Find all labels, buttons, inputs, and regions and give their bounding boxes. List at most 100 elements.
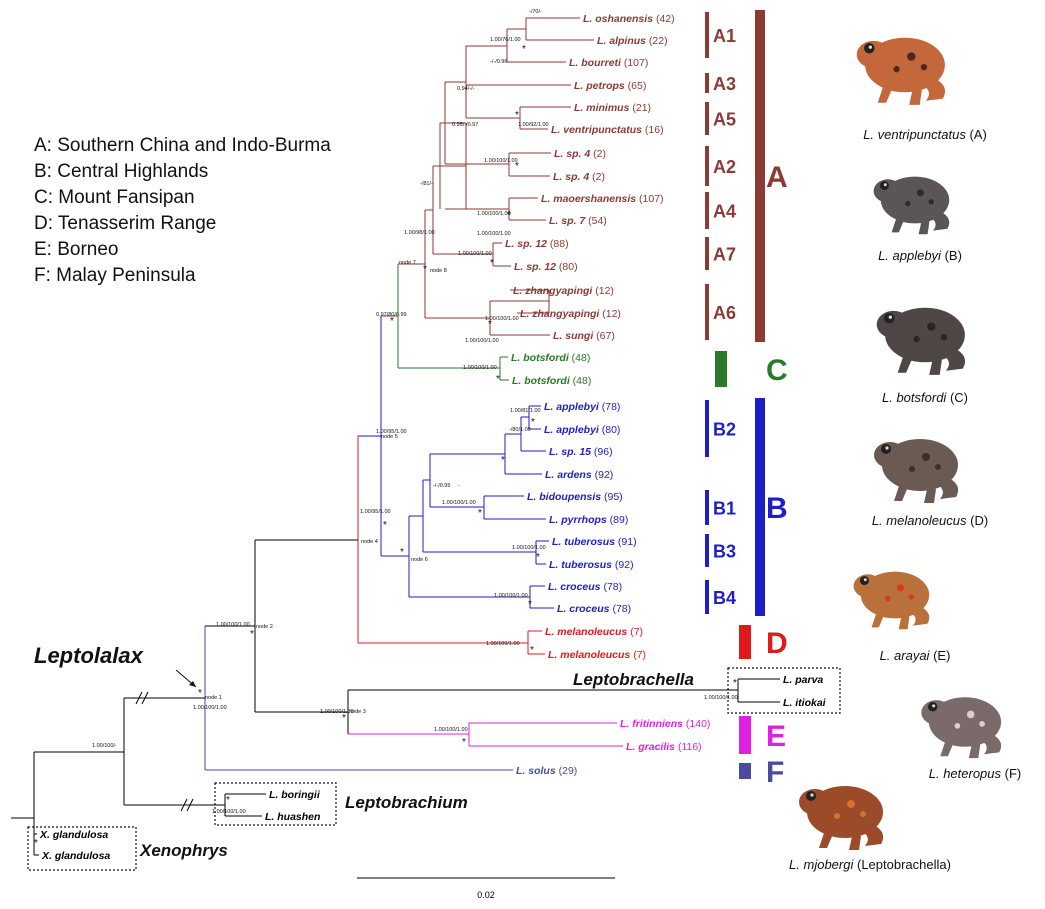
genus-box <box>27 826 137 871</box>
subclade-label: A1 <box>713 26 736 46</box>
genus-boxes <box>27 667 841 871</box>
support-asterisk: * <box>507 210 511 221</box>
support-value: 1.00/100/1.00 <box>320 709 354 715</box>
support-value: 1.00/100/1.00 <box>465 338 499 344</box>
scale-bar: 0.02 <box>357 877 615 900</box>
branch-break-mark <box>135 691 143 705</box>
scale-bar-label: 0.02 <box>477 890 495 900</box>
support-value: 1.00/100/1.00 <box>704 695 738 701</box>
support-value: -/81/- <box>420 181 433 187</box>
tip-label: L. boringii <box>269 789 321 801</box>
support-value: 1.00/95/1.00 <box>360 509 391 515</box>
tip-label: L. itiokai <box>783 697 827 709</box>
caption-botsfordi: L. botsfordi (C) <box>882 390 968 405</box>
support-value: - <box>458 483 460 489</box>
support-value: 1.00/100/- <box>92 743 117 749</box>
major-clade-label: C <box>766 354 788 387</box>
clade-bars: A1 A3 A5 A2 A4 A7 A6 B2 B1 B3 B4 A C B D EF <box>705 10 788 789</box>
caption-melanoleucus: L. melanoleucus (D) <box>871 513 989 528</box>
genus-pointer-head <box>189 681 196 687</box>
node-label: node 3 <box>349 709 366 715</box>
support-asterisk: * <box>462 737 466 748</box>
support-asterisk: * <box>250 629 254 640</box>
tip-label: L. ventripunctatus (16) <box>551 124 664 136</box>
major-clade-label: D <box>766 627 788 660</box>
genus-box <box>214 782 337 826</box>
support-asterisk: * <box>531 417 535 428</box>
support-value: 1.00/98/1.00 <box>404 230 435 236</box>
subclade-label: B4 <box>713 588 736 608</box>
genus-labels: Leptolalax Leptobrachella Leptobrachium Xen… <box>34 643 694 860</box>
support-value: 0.95/-/0.97 <box>452 122 478 128</box>
tip-label: L. sungi (67) <box>553 330 615 342</box>
subclade-label: A5 <box>713 110 736 130</box>
subclade-label: A7 <box>713 245 736 265</box>
subclade-bar <box>739 763 751 779</box>
support-value: 1.00/92/1.00 <box>518 122 549 128</box>
support-value: 1.00/100/1.00 <box>463 365 497 371</box>
subclade-bar <box>705 284 709 340</box>
major-clade-label: A <box>766 161 788 194</box>
support-value: 1.00/100/1.00 <box>477 231 511 237</box>
frog-photos <box>799 37 1002 850</box>
major-clade-bar <box>755 398 765 616</box>
support-value: 1.00/100/1.00 <box>434 727 468 733</box>
caption-ventripunctatus: L. ventripunctatus (A) <box>863 127 987 142</box>
support-values: -/70/- 1.00/76/1.00 -/-/0.96 0.94/-/- 0.95/-… <box>34 9 738 849</box>
tip-label: X. glandulosa <box>39 829 108 841</box>
subclade-bar <box>705 534 709 567</box>
tip-label: L. applebyi (80) <box>544 424 620 436</box>
support-asterisk: * <box>733 678 737 689</box>
support-asterisk: * <box>226 795 230 806</box>
frog-photo <box>874 439 959 503</box>
legend-line-e: E: Borneo <box>34 239 119 260</box>
subclade-bar <box>705 12 709 58</box>
subclade-bar <box>715 351 727 387</box>
genus-box <box>727 667 841 714</box>
support-value: 1.00/100/1.00 <box>486 641 520 647</box>
subclade-label: B3 <box>713 542 736 562</box>
subclade-bar <box>705 490 709 525</box>
subclade-label: B2 <box>713 420 736 440</box>
support-asterisk: * <box>515 110 519 121</box>
support-value: 1.00/76/1.00 <box>490 37 521 43</box>
support-value: 1.00/81/1.00 <box>510 408 541 414</box>
tip-label: L. botsfordi (48) <box>511 352 590 364</box>
support-value: 1.00/100/1.00 <box>477 211 511 217</box>
support-asterisk: * <box>478 508 482 519</box>
tip-label: L. zhangyapingi (12) <box>513 285 614 297</box>
tip-label: L. tuberosus (92) <box>549 559 634 571</box>
tip-label: L. sp. 7 (54) <box>549 215 607 227</box>
support-value: 0.94/-/- <box>457 86 475 92</box>
tip-label: L. parva <box>783 674 823 686</box>
tip-label: L. minimus (21) <box>574 102 651 114</box>
tip-label: L. applebyi (78) <box>544 401 620 413</box>
major-clade-label: F <box>766 756 784 789</box>
subclade-bar <box>705 146 709 186</box>
caption-heteropus: L. heteropus (F) <box>928 766 1022 781</box>
support-value: 1.00/100/1.00 <box>494 593 528 599</box>
tip-label: L. gracilis (116) <box>626 741 702 753</box>
branch-break-mark <box>186 798 194 812</box>
legend-line-a: A: Southern China and Indo-Burma <box>34 135 331 156</box>
subclade-bar <box>705 102 709 135</box>
support-asterisk: * <box>390 316 394 327</box>
tip-labels: L. oshanensis (42) L. alpinus (22) L. bour… <box>39 13 827 862</box>
tip-label: L. petrops (65) <box>574 80 646 92</box>
legend-line-c: C: Mount Fansipan <box>34 187 195 208</box>
tip-label: L. sp. 15 (96) <box>549 446 613 458</box>
subclade-label: A2 <box>713 157 736 177</box>
tip-label: L. maoershanensis (107) <box>541 193 664 205</box>
subclade-label: A3 <box>713 74 736 94</box>
major-clade-label: B <box>766 492 788 525</box>
support-asterisk: * <box>536 552 540 563</box>
support-value: 1.00/100/1.00 <box>216 622 250 628</box>
tip-label: L. botsfordi (48) <box>512 375 591 387</box>
node-label: node 1 <box>205 695 222 701</box>
tip-label: L. pyrrhops (89) <box>549 514 628 526</box>
subclade-label: B1 <box>713 499 736 519</box>
tree-branches <box>11 17 780 856</box>
genus-label: Leptolalax <box>34 643 144 668</box>
support-value: 1.00/95/1.00 <box>376 429 407 435</box>
